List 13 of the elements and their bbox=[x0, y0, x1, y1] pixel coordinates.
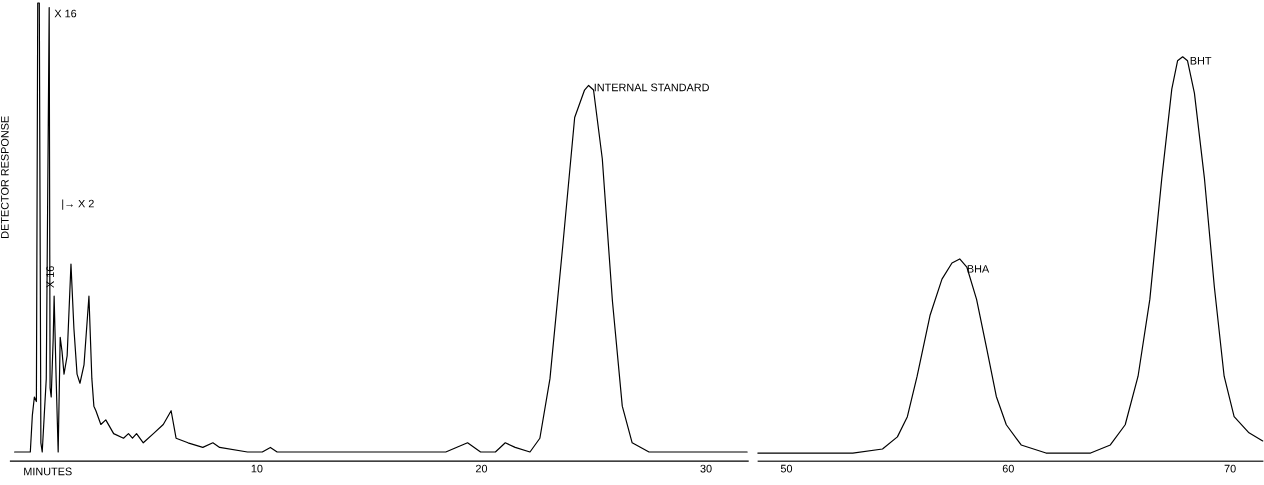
annotation: X 16 bbox=[54, 9, 77, 18]
x-tick-label: 10 bbox=[251, 464, 263, 473]
x-axis-title: MINUTES bbox=[24, 467, 72, 476]
annotation: |→ X 2 bbox=[62, 199, 94, 210]
x-tick-label: 70 bbox=[1224, 464, 1236, 473]
x-tick-label: 50 bbox=[780, 464, 793, 473]
annotation: BHT bbox=[1190, 57, 1212, 65]
x-tick-label: 60 bbox=[1002, 464, 1014, 473]
x-tick-label: 20 bbox=[475, 464, 488, 473]
x-tick-label: 30 bbox=[700, 464, 712, 473]
y-axis-title: DETECTOR RESPONSE bbox=[1, 116, 9, 238]
annotation: X 16 bbox=[46, 266, 55, 288]
annotation: INTERNAL STANDARD bbox=[594, 83, 709, 92]
